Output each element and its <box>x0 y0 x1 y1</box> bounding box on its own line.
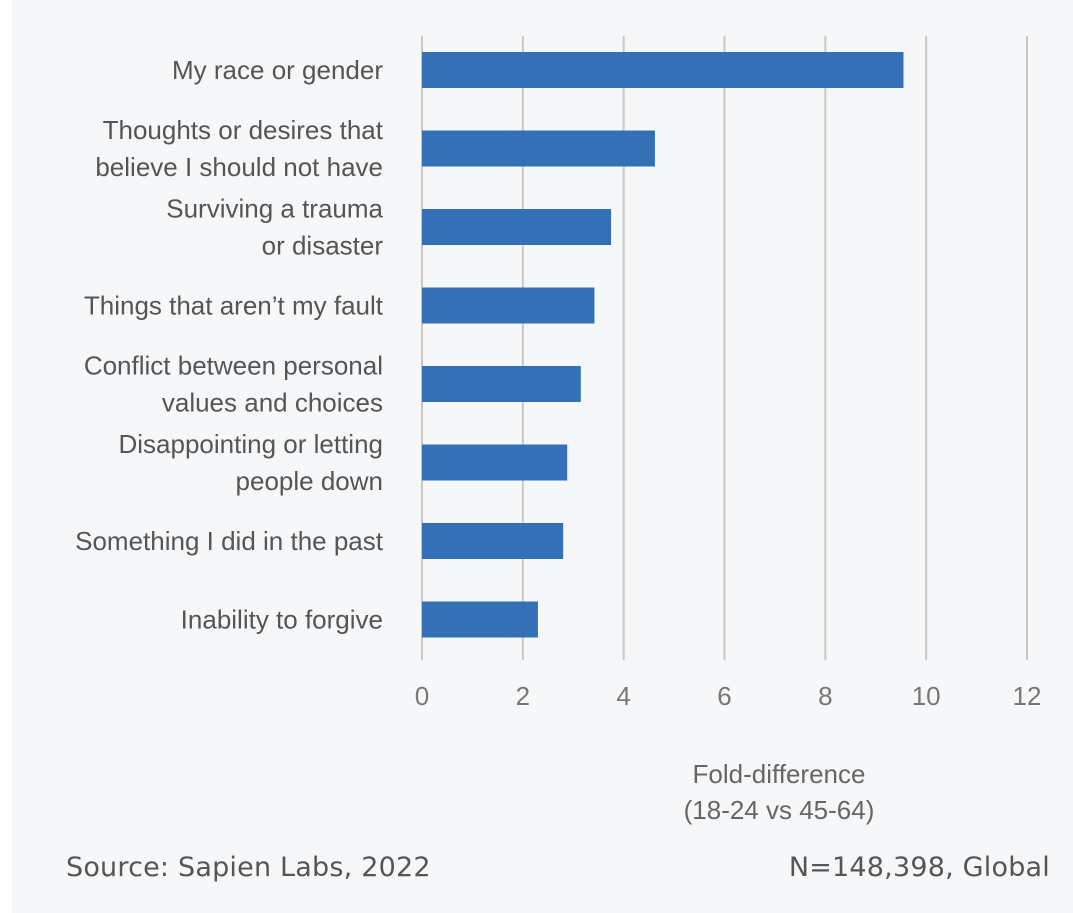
category-label-line: believe I should not have <box>95 152 383 182</box>
x-tick-label: 12 <box>1013 681 1042 711</box>
x-tick-label: 0 <box>415 681 429 711</box>
category-label: Things that aren’t my fault <box>84 291 384 321</box>
category-label: Thoughts or desires that believe I should… <box>95 115 383 182</box>
category-label-line: My race or gender <box>172 55 383 85</box>
category-label-line: Conflict between personal <box>84 351 383 381</box>
x-axis-title-text: Fold-difference (18-24 vs 45-64) <box>684 759 875 825</box>
x-tick-label: 8 <box>818 681 832 711</box>
category-label-line: or disaster <box>262 231 384 261</box>
bar <box>422 523 564 559</box>
bar <box>422 209 612 245</box>
x-tick-labels: 0 2 4 6 8 10 12 <box>415 681 1042 711</box>
gridlines <box>421 36 1028 660</box>
category-labels: My race or gender Thoughts or desires tha… <box>75 55 384 635</box>
category-label-line: Surviving a trauma <box>166 194 383 224</box>
category-label: Surviving a trauma or disaster <box>166 194 383 261</box>
category-label-line: people down <box>236 466 383 496</box>
bar <box>422 52 904 88</box>
category-label: Something I did in the past <box>75 526 384 556</box>
category-label: Conflict between personal values and choi… <box>84 351 383 418</box>
bars <box>422 52 904 638</box>
x-tick-label: 4 <box>616 681 630 711</box>
x-axis-title-line: Fold-difference <box>693 759 866 789</box>
bar <box>422 366 581 402</box>
category-label-line: Disappointing or letting <box>119 429 384 459</box>
sample-note: N=148,398, Global <box>788 852 1050 883</box>
bar <box>422 601 538 638</box>
bar <box>422 444 568 481</box>
category-label-line: Something I did in the past <box>75 526 384 556</box>
category-label: My race or gender <box>172 55 383 85</box>
x-axis-title-line: (18-24 vs 45-64) <box>684 795 875 825</box>
category-label-line: Thoughts or desires that <box>103 115 384 145</box>
x-tick-label: 6 <box>717 681 731 711</box>
x-axis-title: Fold-difference (18-24 vs 45-64) <box>684 759 875 825</box>
x-tick-label: 2 <box>516 681 530 711</box>
x-tick-label: 10 <box>912 681 941 711</box>
bar <box>422 130 655 167</box>
category-label-line: Inability to forgive <box>181 605 383 635</box>
source-note: Source: Sapien Labs, 2022 <box>66 852 431 883</box>
category-label-line: values and choices <box>162 388 383 418</box>
category-label-line: Things that aren’t my fault <box>84 291 384 321</box>
category-label: Disappointing or letting people down <box>119 429 384 496</box>
category-label: Inability to forgive <box>181 605 383 635</box>
bar <box>422 287 595 324</box>
